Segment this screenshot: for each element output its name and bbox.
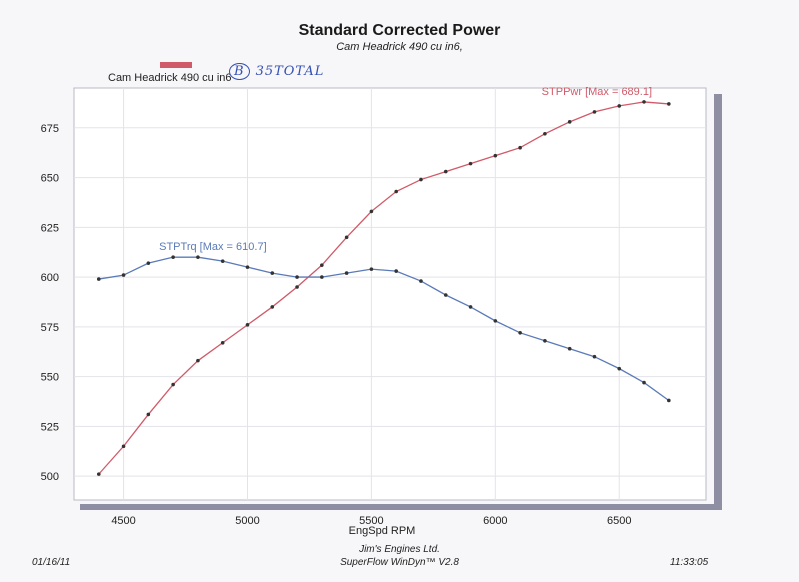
data-point-stptrq xyxy=(245,265,250,269)
data-point-stppwr xyxy=(617,104,622,108)
data-point-stptrq xyxy=(543,338,547,343)
data-point-stptrq xyxy=(394,269,398,273)
data-point-stppwr xyxy=(543,131,547,136)
data-point-stppwr xyxy=(369,209,374,214)
data-point-stptrq xyxy=(667,398,671,403)
data-point-stppwr xyxy=(320,263,324,267)
data-point-stptrq xyxy=(196,255,200,259)
chart-title: Standard Corrected Power xyxy=(298,22,501,39)
x-tick-label: 6000 xyxy=(483,515,507,527)
legend-label: Cam Headrick 490 cu in6 xyxy=(108,72,232,84)
data-point-stptrq xyxy=(96,277,101,281)
data-point-stppwr xyxy=(171,382,175,387)
series-line-stppwr xyxy=(98,101,669,475)
data-point-stppwr xyxy=(121,444,126,449)
y-tick-label: 500 xyxy=(41,471,59,483)
data-point-stptrq xyxy=(295,275,299,279)
y-axis-ticks: 500 525 550 575 600 625 650 675 xyxy=(41,123,59,483)
x-tick-label: 6500 xyxy=(607,515,631,527)
data-point-stppwr xyxy=(468,161,473,166)
data-point-stppwr xyxy=(667,102,671,106)
data-point-stppwr xyxy=(196,358,200,363)
y-tick-label: 600 xyxy=(41,272,59,284)
data-point-stppwr xyxy=(567,120,572,124)
data-point-stptrq xyxy=(642,380,646,385)
data-point-stppwr xyxy=(419,177,423,182)
handwritten-circled-mark: B xyxy=(229,63,250,80)
y-tick-label: 575 xyxy=(41,322,59,334)
x-axis-ticks: 4500 5000 5500 6000 6500 xyxy=(111,515,631,527)
data-point-stptrq xyxy=(592,354,597,359)
footer-company: Jim's Engines Ltd. xyxy=(359,544,440,555)
data-point-stppwr xyxy=(344,235,349,240)
data-point-stptrq xyxy=(617,366,622,371)
frame-shadow-right xyxy=(714,94,722,510)
data-point-stppwr xyxy=(220,340,225,345)
x-tick-label: 4500 xyxy=(111,515,135,527)
x-axis-label: EngSpd RPM xyxy=(349,525,416,537)
data-point-stptrq xyxy=(443,293,448,297)
data-point-stppwr xyxy=(96,472,101,476)
x-tick-label: 5500 xyxy=(359,515,383,527)
data-point-stptrq xyxy=(344,271,349,275)
data-point-stppwr xyxy=(493,153,498,158)
data-point-stptrq xyxy=(419,279,423,283)
series-line-stptrq xyxy=(98,256,670,402)
handwritten-note: B 35TOTAL xyxy=(229,63,324,80)
frame-shadow-bottom xyxy=(80,504,722,510)
chart-subtitle: Cam Headrick 490 cu in6, xyxy=(336,41,463,53)
plot-area xyxy=(73,87,707,501)
data-point-stptrq xyxy=(369,267,374,271)
x-tick-label: 5000 xyxy=(235,515,259,527)
data-point-stppwr xyxy=(245,323,250,327)
footer-time: 11:33:05 xyxy=(670,557,709,568)
data-point-stppwr xyxy=(146,412,151,417)
data-point-stppwr xyxy=(295,285,299,289)
y-tick-label: 650 xyxy=(41,173,59,185)
y-tick-label: 525 xyxy=(41,421,59,433)
data-point-stptrq xyxy=(171,255,175,259)
y-tick-label: 550 xyxy=(41,372,59,384)
data-point-stptrq xyxy=(567,346,572,351)
data-point-stptrq xyxy=(220,259,225,263)
y-tick-label: 625 xyxy=(41,222,59,234)
data-point-stppwr xyxy=(394,189,398,194)
footer-date: 01/16/11 xyxy=(32,557,71,568)
series-group: STPPwr [Max = 689.1] STPTrq [Max = 610.7] xyxy=(96,86,671,476)
data-point-stptrq xyxy=(320,275,324,279)
data-point-stppwr xyxy=(518,145,522,150)
footer-software: SuperFlow WinDyn™ V2.8 xyxy=(340,557,459,568)
data-point-stptrq xyxy=(518,331,522,335)
series-label-stppwr: STPPwr [Max = 689.1] xyxy=(542,86,652,98)
data-point-stptrq xyxy=(146,261,151,265)
data-point-stptrq xyxy=(493,319,498,323)
data-point-stptrq xyxy=(121,273,126,277)
data-point-stptrq xyxy=(270,271,275,275)
data-point-stppwr xyxy=(270,305,275,309)
data-point-stptrq xyxy=(468,305,473,309)
grid xyxy=(74,88,706,500)
data-point-stppwr xyxy=(592,110,597,114)
handwritten-note-text: 35TOTAL xyxy=(255,64,325,79)
data-point-stppwr xyxy=(443,169,448,174)
legend-swatch xyxy=(160,62,192,68)
series-label-stptrq: STPTrq [Max = 610.7] xyxy=(159,241,267,253)
y-tick-label: 675 xyxy=(41,123,59,135)
legend: Cam Headrick 490 cu in6 xyxy=(108,62,278,86)
data-point-stppwr xyxy=(642,100,646,104)
